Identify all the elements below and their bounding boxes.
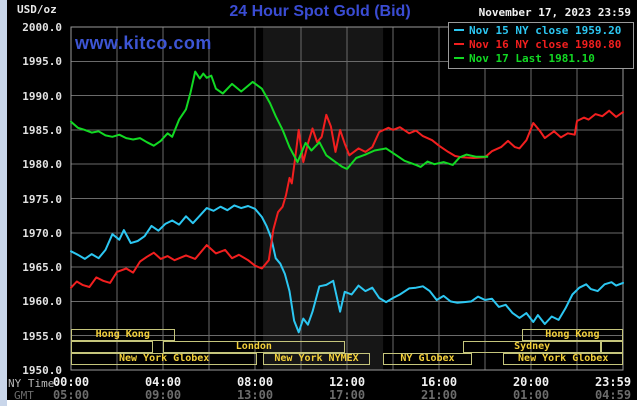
market-session-sydney: Sydney <box>463 341 602 353</box>
price-line-series-0 <box>70 204 624 334</box>
x-tick-gmt: 21:00 <box>420 388 458 402</box>
x-tick-ny-time: 20:00 <box>512 375 550 389</box>
y-tick-label: 1975.0 <box>22 192 62 206</box>
legend: Nov 15 NY close 1959.20 Nov 16 NY close 1… <box>448 22 634 69</box>
legend-item-2: Nov 17 Last 1981.10 <box>449 51 633 65</box>
x-tick-ny-time: 23:59 <box>594 375 632 389</box>
y-tick-label: 1995.0 <box>22 55 62 69</box>
legend-line-swatch <box>454 29 464 31</box>
x-axis-gmt-label: GMT <box>14 389 34 402</box>
legend-item-label: Nov 15 NY close 1959.20 <box>469 23 622 37</box>
x-tick-ny-time: 12:00 <box>328 375 366 389</box>
market-session-hong-kong: Hong Kong <box>521 329 623 341</box>
x-tick-ny-time: 00:00 <box>52 375 90 389</box>
y-axis-unit-label: USD/oz <box>17 3 57 16</box>
kitco-watermark-link[interactable]: www.kitco.com <box>75 33 212 53</box>
y-tick-label: 1950.0 <box>22 364 62 377</box>
y-tick-label: 1985.0 <box>22 123 62 137</box>
chart-timestamp: November 17, 2023 23:59 <box>478 6 631 19</box>
y-tick-label: 2000.0 <box>22 21 62 34</box>
page-left-margin-strip <box>0 0 7 406</box>
market-session-hong-kong: Hong Kong <box>71 329 175 341</box>
y-tick-label: 1960.0 <box>22 295 62 309</box>
x-tick-gmt: 13:00 <box>236 388 274 402</box>
y-tick-label: 1980.0 <box>22 158 62 172</box>
x-tick-gmt: 05:00 <box>52 388 90 402</box>
market-session-unlabeled <box>71 341 153 353</box>
x-tick-ny-time: 16:00 <box>420 375 458 389</box>
legend-item-1: Nov 16 NY close 1980.80 <box>449 37 633 51</box>
y-tick-label: 1970.0 <box>22 226 62 240</box>
legend-item-label: Nov 17 Last 1981.10 <box>469 51 595 65</box>
legend-item-0: Nov 15 NY close 1959.20 <box>449 23 633 37</box>
plot-border <box>70 26 624 371</box>
market-session-unlabeled <box>601 341 623 353</box>
market-session-new-york-globex: New York Globex <box>503 353 623 365</box>
price-line-series-2 <box>70 70 489 170</box>
market-session-ny-globex: NY Globex <box>382 353 473 365</box>
legend-line-swatch <box>454 57 464 59</box>
legend-line-swatch <box>454 43 464 45</box>
market-session-new-york-globex: New York Globex <box>71 353 258 365</box>
page-title: 24 Hour Spot Gold (Bid) <box>229 3 411 20</box>
market-session-new-york-nymex: New York NYMEX <box>263 353 370 365</box>
x-tick-gmt: 01:00 <box>512 388 550 402</box>
x-tick-ny-time: 04:00 <box>144 375 182 389</box>
x-axis-ny-time-label: NY Time <box>8 377 55 390</box>
price-line-series-1 <box>70 109 624 289</box>
legend-item-label: Nov 16 NY close 1980.80 <box>469 37 622 51</box>
x-tick-gmt: 04:59 <box>594 388 632 402</box>
x-tick-ny-time: 08:00 <box>236 375 274 389</box>
market-session-london: London <box>163 341 345 353</box>
x-tick-gmt: 09:00 <box>144 388 182 402</box>
y-tick-label: 1990.0 <box>22 89 62 103</box>
y-tick-label: 1965.0 <box>22 261 62 275</box>
y-tick-label: 1955.0 <box>22 329 62 343</box>
x-tick-gmt: 17:00 <box>328 388 366 402</box>
